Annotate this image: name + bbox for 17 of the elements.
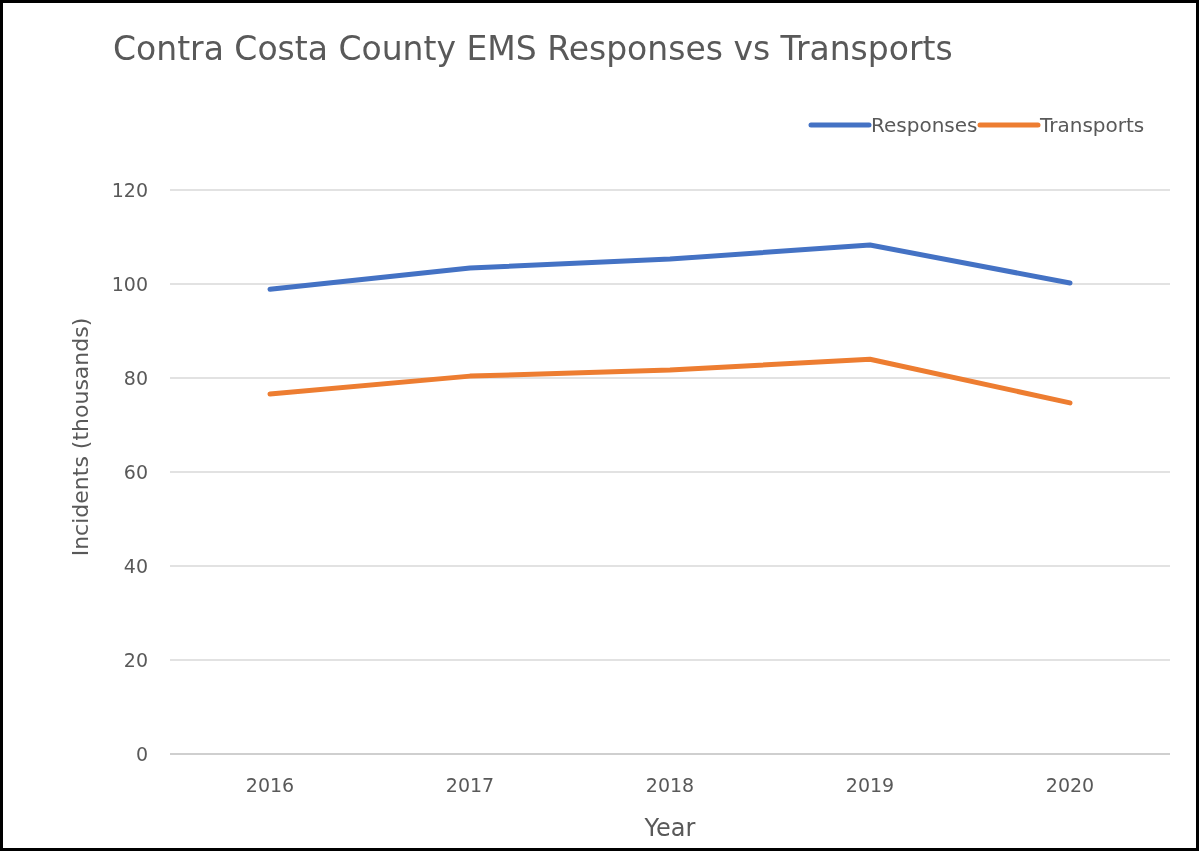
legend-label: Transports <box>1039 113 1145 137</box>
x-axis-title: Year <box>643 814 696 842</box>
y-tick-label: 100 <box>111 272 148 295</box>
y-tick-label: 0 <box>135 742 148 765</box>
y-tick-label: 120 <box>111 178 148 201</box>
x-tick-label: 2019 <box>845 774 895 796</box>
x-tick-label: 2018 <box>645 774 695 796</box>
legend-label: Responses <box>871 113 978 137</box>
y-tick-label: 80 <box>123 366 148 389</box>
y-axis-title: Incidents (thousands) <box>68 317 93 557</box>
y-tick-label: 20 <box>123 648 148 671</box>
x-tick-label: 2017 <box>445 774 495 796</box>
x-tick-label: 2016 <box>245 774 295 796</box>
y-tick-label: 40 <box>123 554 148 577</box>
y-tick-label: 60 <box>123 460 148 483</box>
chart-title: Contra Costa County EMS Responses vs Transports <box>113 29 953 68</box>
x-tick-label: 2020 <box>1045 774 1095 796</box>
